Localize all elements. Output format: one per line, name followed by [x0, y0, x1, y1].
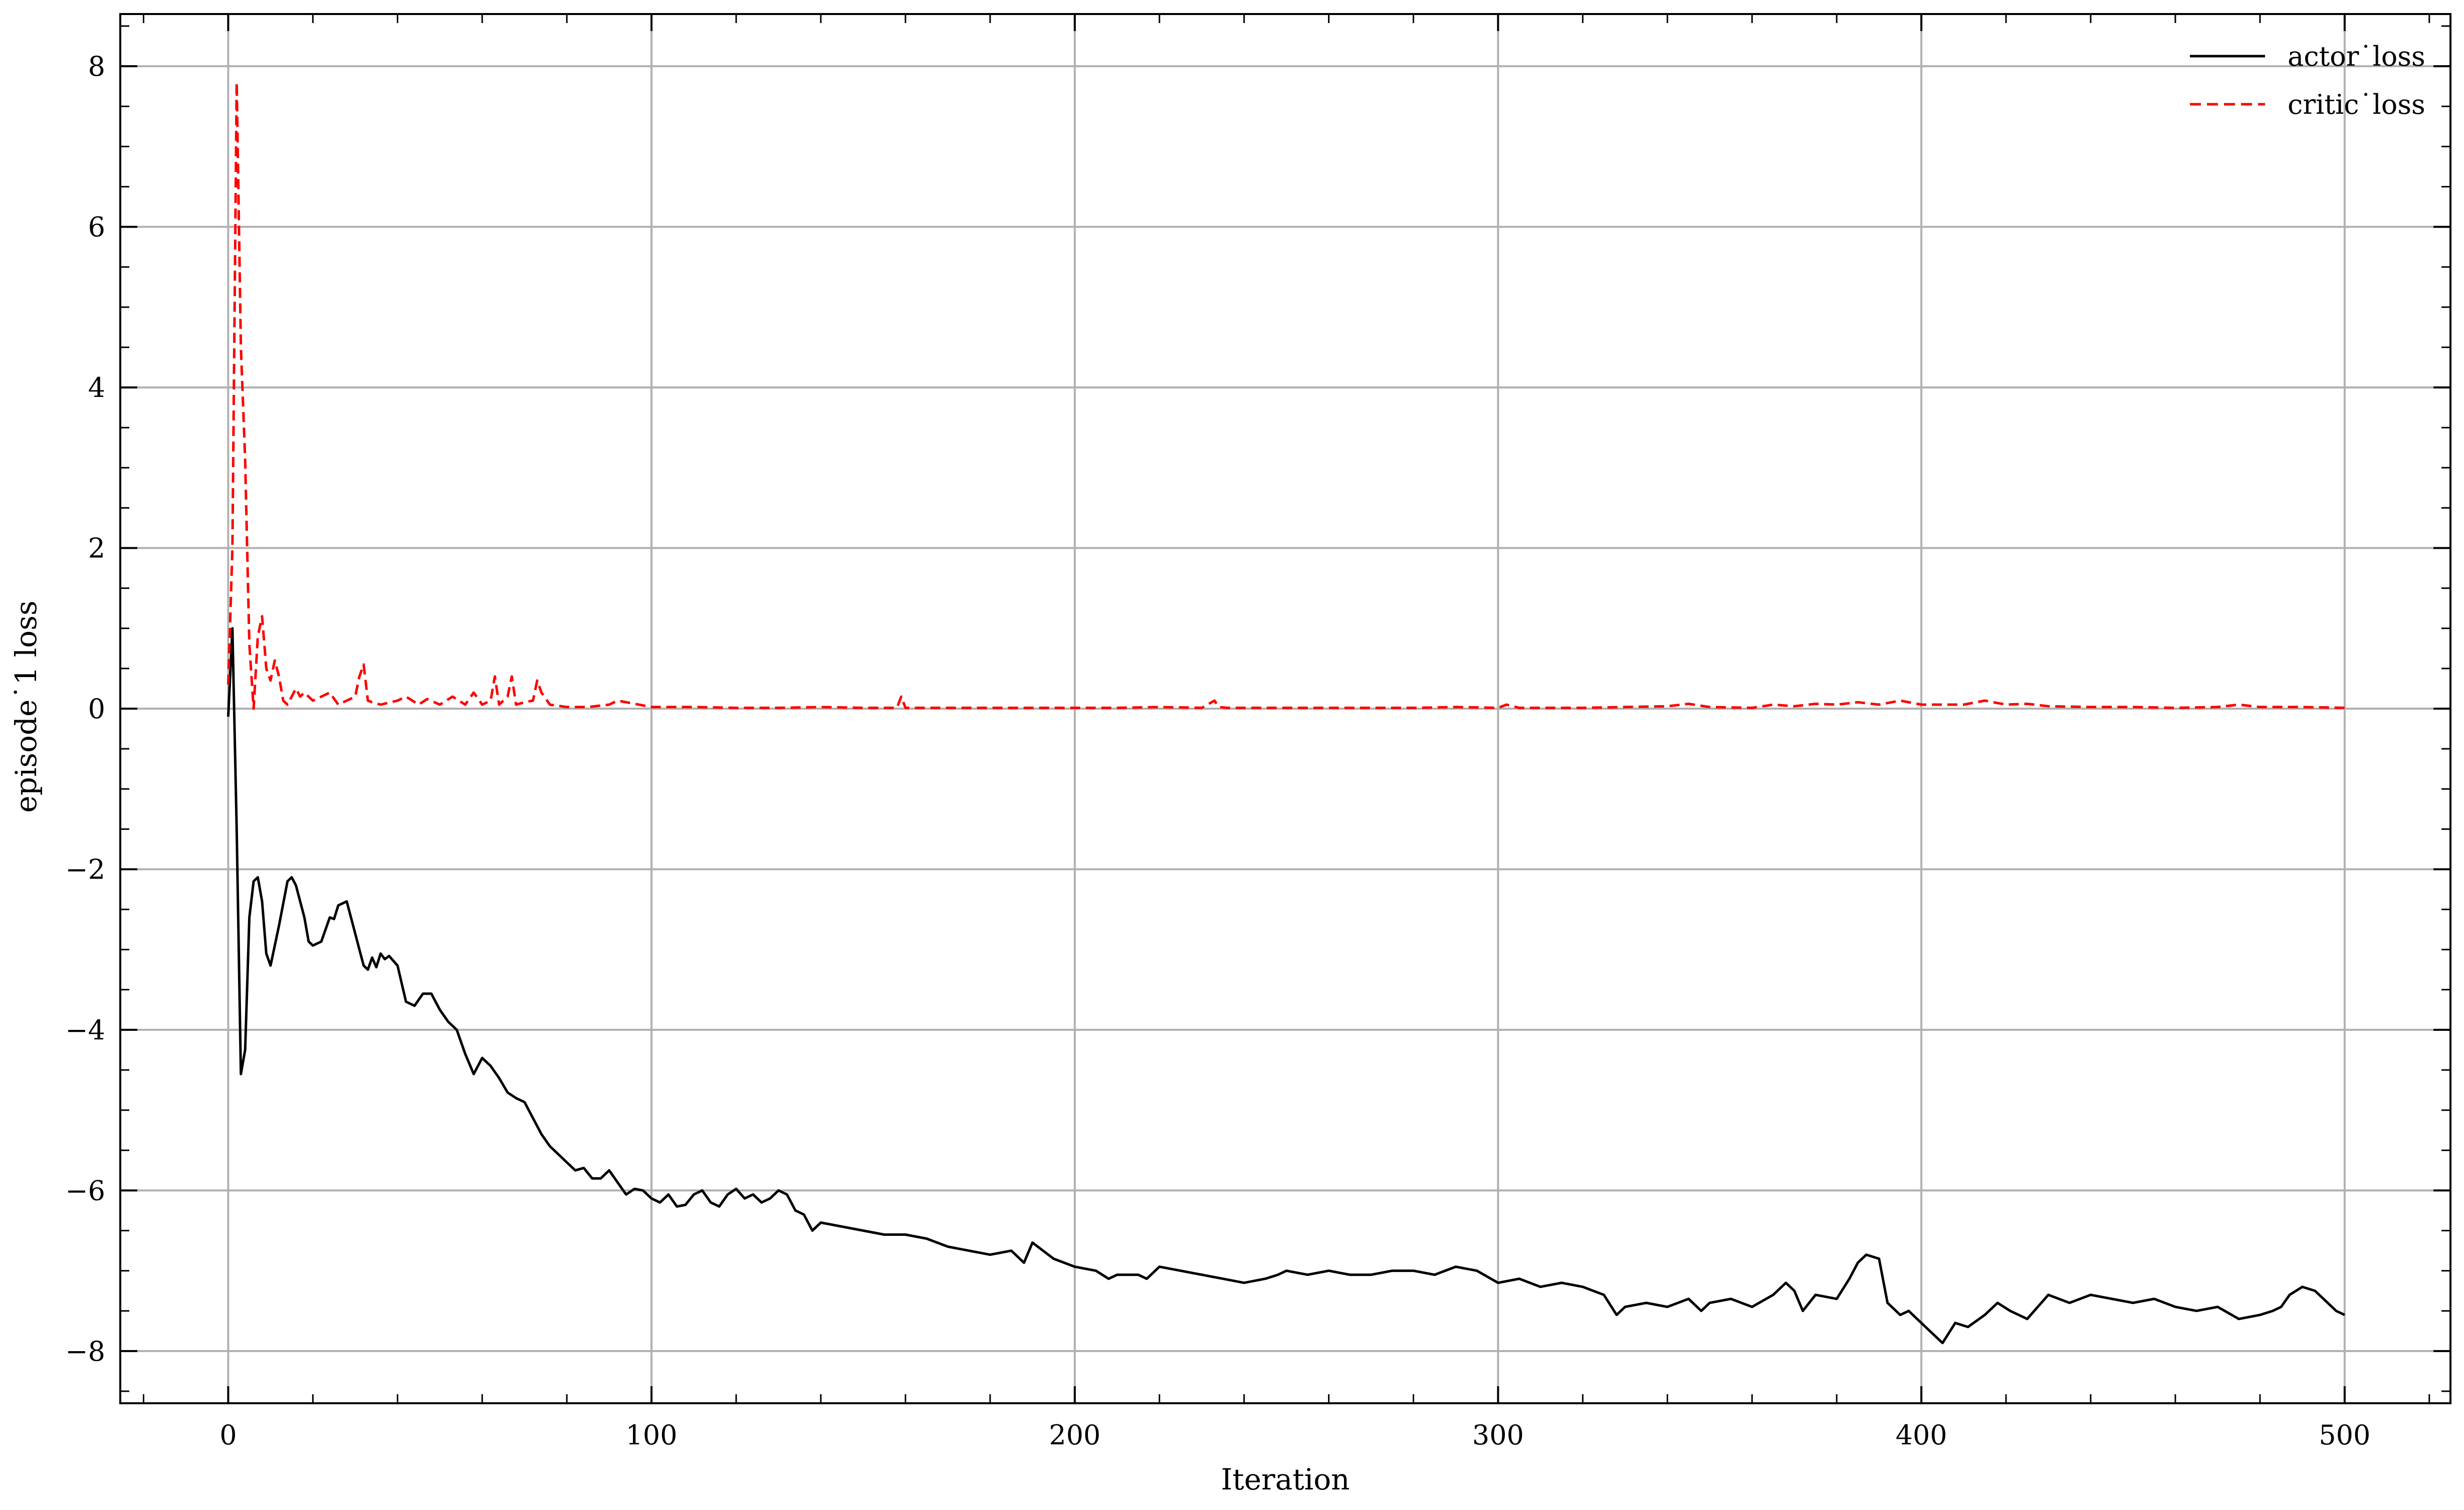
x-tick-label: 300	[1472, 1419, 1524, 1451]
x-tick-label: 500	[2319, 1419, 2370, 1451]
y-tick-label: −2	[65, 853, 105, 885]
y-tick-label: 8	[88, 51, 105, 82]
y-tick-label: 6	[88, 211, 105, 243]
grid-lines	[120, 14, 2450, 1403]
legend-label-actor-loss: actor˙loss	[2288, 41, 2425, 72]
y-tick-label: 2	[88, 533, 105, 564]
series-lines	[227, 81, 2345, 1345]
series-line-actor-loss	[227, 627, 2345, 1345]
y-tick-label: −8	[65, 1336, 105, 1367]
x-axis-label: Iteration	[1221, 1462, 1350, 1496]
series-line-critic-loss	[227, 81, 2345, 710]
y-tick-label: 0	[88, 693, 105, 725]
legend: actor˙loss critic˙loss	[2190, 41, 2425, 120]
tick-labels: 0 100 200 300 400 500 −8 −6 −4 −2 0 2 4 6 8	[65, 51, 2370, 1451]
y-tick-label: 4	[88, 372, 105, 403]
x-tick-label: 0	[219, 1419, 237, 1451]
axis-ticks	[120, 14, 2450, 1403]
y-axis-label: episode˙1 loss	[9, 600, 43, 812]
y-tick-label: −4	[65, 1014, 105, 1046]
legend-label-critic-loss: critic˙loss	[2288, 89, 2425, 120]
y-tick-label: −6	[65, 1175, 105, 1206]
x-tick-label: 200	[1049, 1419, 1100, 1451]
x-tick-label: 100	[626, 1419, 678, 1451]
x-tick-label: 400	[1896, 1419, 1947, 1451]
